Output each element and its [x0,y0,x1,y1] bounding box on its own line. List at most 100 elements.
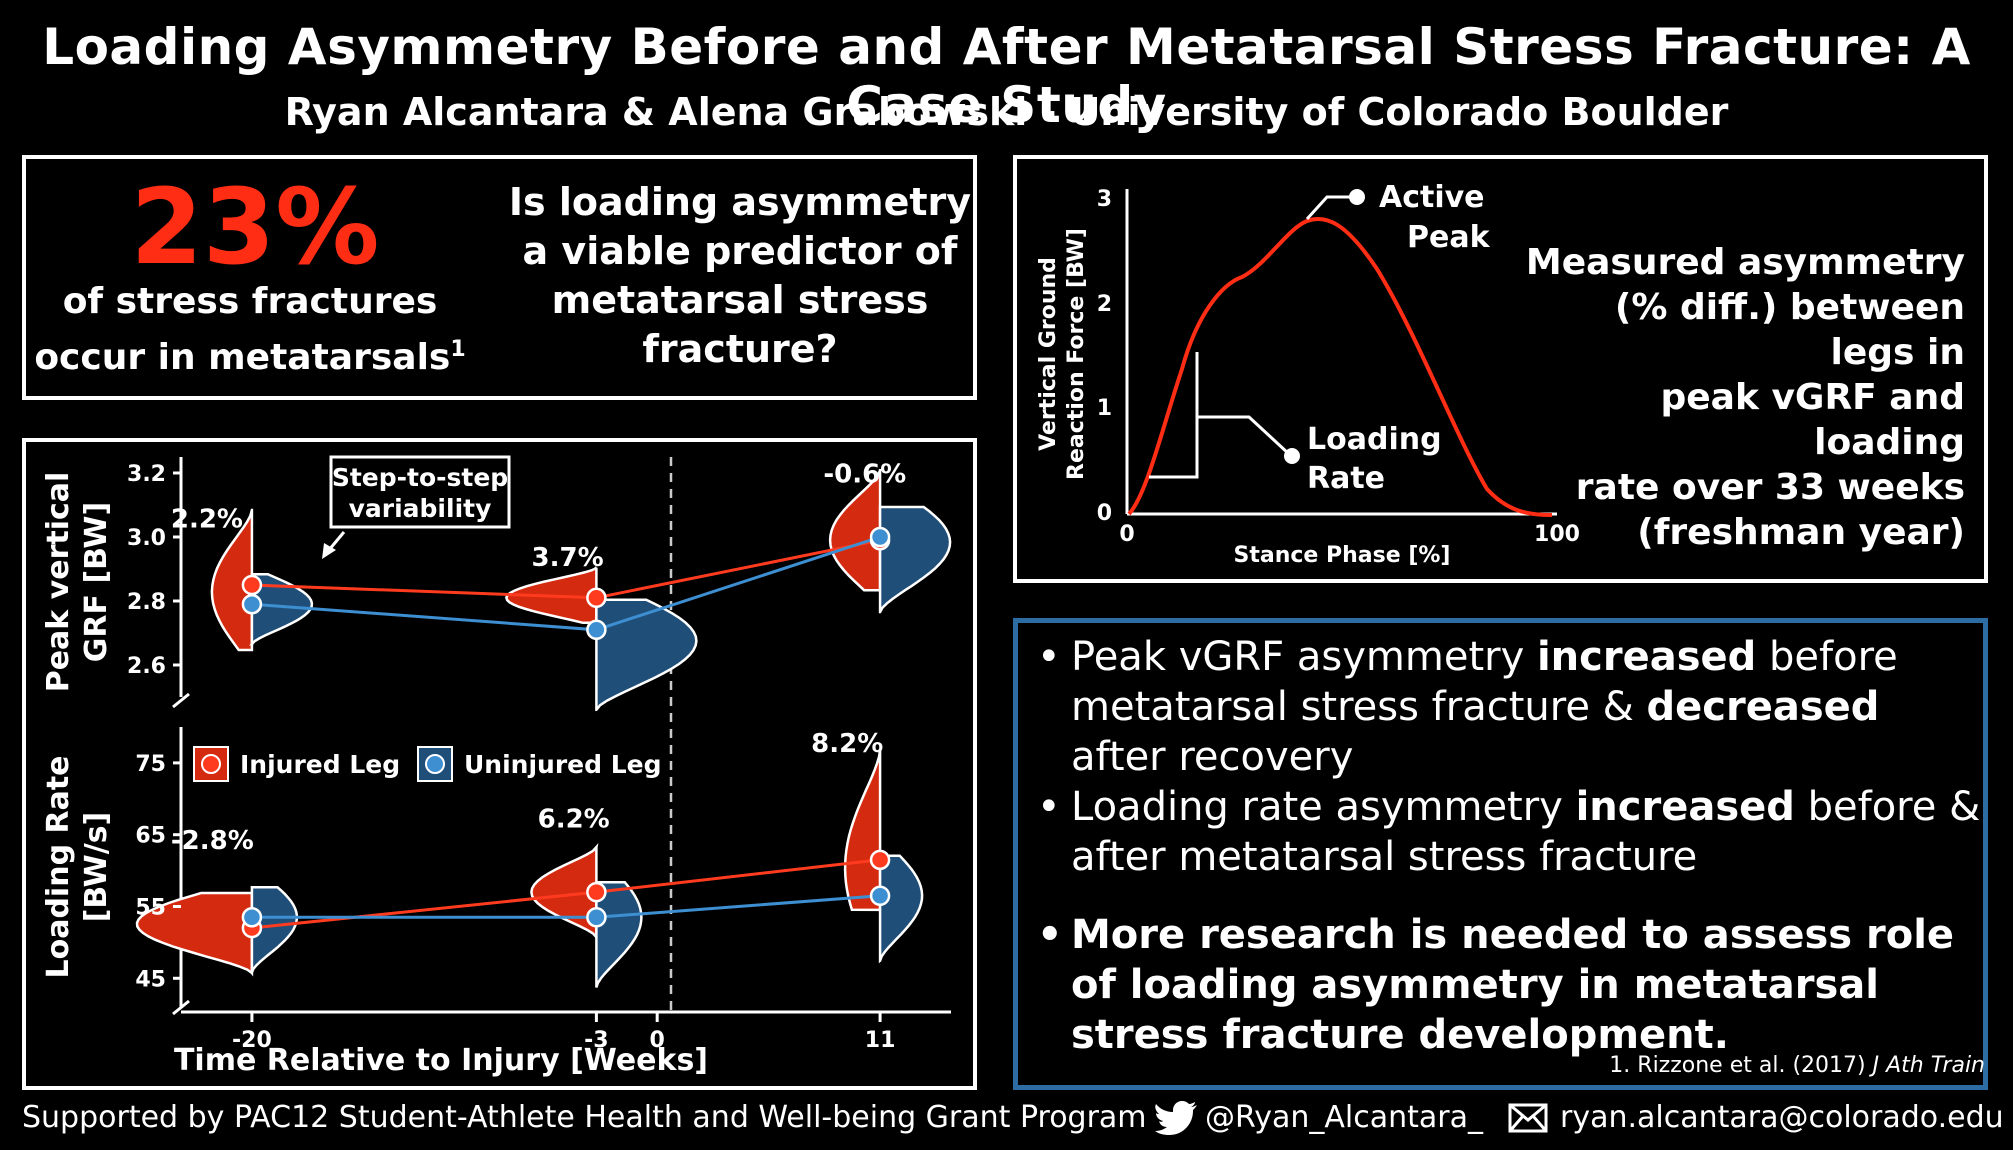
violin-chart: 2.6 2.8 3.0 3.2 45 55 65 75 -20 -3 0 11 2.2% 3.7% -0.… [41,455,952,1078]
point-uninjured [586,619,607,641]
funding-statement: Supported by PAC12 Student-Athlete Healt… [22,1100,1147,1135]
point-uninjured [586,907,607,928]
finding-1-emph-b: decreased [1646,684,1880,730]
variability-arrowhead [322,543,336,559]
panel2-ylabel-line-1: Loading Rate [41,755,76,978]
measured-line-1: Measured asymmetry [1525,242,1965,283]
panel1-ylabel-line-2: GRF [BW] [79,502,114,662]
grf-ytick-0: 0 [1097,501,1112,526]
poster-authors: Ryan Alcantara & Alena Grabowski - Unive… [284,90,1729,134]
panel2-ytick-label: 45 [135,967,166,992]
research-question: Is loading asymmetry a viable predictor … [505,178,975,374]
finding-2-emph: increased [1575,784,1795,830]
measured-line-3: peak vGRF and loading [1660,377,1965,463]
loading-rate-label-line-2: Rate [1307,461,1385,496]
variability-annotation-line-2: variability [349,494,492,523]
violin-chart-box [22,438,977,1090]
mail-icon [1508,1103,1548,1133]
panel2-ytick-label: 75 [135,752,166,777]
panel1-ytick-label: 3.0 [127,526,166,551]
finding-1-text-b: before metatarsal stress fracture & [1071,634,1898,730]
violin-injured [210,508,254,652]
twitter-handle[interactable]: @Ryan_Alcantara_ [1205,1100,1483,1135]
finding-2-text-b: before & after metatarsal stress fractur… [1071,784,1981,880]
variability-arrow [327,531,346,551]
intro-box [22,155,977,400]
stat-footnote-ref: 1 [450,337,466,362]
question-line-3: metatarsal stress [551,278,929,322]
twitter-icon [1155,1101,1197,1135]
active-peak-marker [1349,189,1365,205]
finding-2-text-a: Loading rate asymmetry [1071,784,1576,830]
panel2-ylabel: Loading Rate [BW/s] [41,755,114,978]
reference-text: 1. Rizzone et al. (2017) [1609,1053,1873,1078]
findings-box [1013,618,1988,1090]
grf-ytick-2: 2 [1097,292,1112,317]
panel1-axis-break [172,692,190,709]
reference: 1. Rizzone et al. (2017) J Ath Train [1600,1053,1985,1078]
measured-line-4: rate over 33 weeks [1575,467,1965,508]
grf-ylabel-line-2: Reaction Force [BW] [1064,228,1089,480]
mail-envelope [1508,1103,1548,1133]
point-uninjured [241,907,263,928]
finding-3: More research is needed to assess role o… [1035,910,1985,1060]
violin-injured [828,468,882,592]
xtick-label: 11 [865,1028,896,1053]
asymmetry-labels: 2.2% 3.7% -0.6% -2.8% 6.2% 8.2% [171,460,906,856]
legend-injured-label: Injured Leg [240,750,400,779]
data-points [241,526,891,939]
point-injured [241,574,263,596]
asymmetry-label: 3.7% [532,543,604,573]
point-uninjured [869,526,891,548]
grf-force-curve [1127,216,1553,517]
grf-xtick-100: 100 [1534,522,1580,547]
panel2-axis-break [172,999,190,1016]
violin-uninjured [595,598,698,712]
panel2-ytick-label: 55 [135,895,166,920]
panel2-ylabel-line-2: [BW/s] [79,812,114,923]
xtick-label: -3 [584,1028,608,1053]
asymmetry-label: 8.2% [811,729,883,759]
grf-curve-figure: 3 2 1 0 0 100 Stance Phase [%] Vertical … [1036,180,1580,568]
grf-xlabel: Stance Phase [%] [1234,543,1451,568]
variability-annotation-line-1: Step-to-step [332,463,508,492]
panel1-ytick-label: 2.8 [127,590,166,615]
poster-title: Loading Asymmetry Before and After Metat… [42,18,1971,134]
measured-line-2: (% diff.) between legs in [1614,287,1965,373]
asymmetry-label: 2.2% [171,504,243,534]
loading-rate-bracket [1149,352,1291,479]
violin-uninjured [249,572,314,646]
point-injured [586,587,607,609]
panel1-ytick-label: 3.2 [127,462,166,487]
legend-injured-dot [201,754,221,774]
stat-line-1: of stress fractures [62,281,438,322]
question-line-2: a viable predictor of [522,229,958,273]
violin-injured [843,746,882,912]
violin-uninjured [878,505,952,614]
panel1-ytick-label: 2.6 [127,654,166,679]
violin-uninjured [250,886,299,973]
finding-1-text-a: Peak vGRF asymmetry [1071,634,1537,680]
violin-uninjured [878,854,924,964]
email-address[interactable]: ryan.alcantara@colorado.edu [1560,1100,2004,1135]
violin-uninjured [595,881,643,988]
axis-ticks: 2.6 2.8 3.0 3.2 45 55 65 75 -20 -3 0 11 [127,462,895,1053]
grf-ylabel-line-1: Vertical Ground [1036,257,1061,451]
asymmetry-label: 6.2% [538,805,610,835]
point-uninjured [241,593,263,615]
mail-flap [1508,1103,1548,1132]
active-peak-label-line-1: Active [1379,180,1485,215]
legend-uninjured-dot [425,754,445,774]
panel1-ylabel-line-1: Peak vertical [41,472,76,693]
panel2-ytick-label: 65 [135,824,166,849]
grf-ytick-3: 3 [1097,187,1112,212]
grf-curve-box [1013,155,1988,583]
loading-rate-marker [1284,448,1300,464]
variability-annotation-box [329,455,511,529]
stat-value: 23% [130,166,380,288]
question-line-1: Is loading asymmetry [508,180,972,224]
loading-rate-label-line-1: Loading [1307,422,1442,457]
violin-injured [530,843,599,938]
x-axis-label: Time Relative to Injury [Weeks] [174,1043,708,1078]
stat-description: of stress fractures occur in metatarsals… [30,278,470,382]
